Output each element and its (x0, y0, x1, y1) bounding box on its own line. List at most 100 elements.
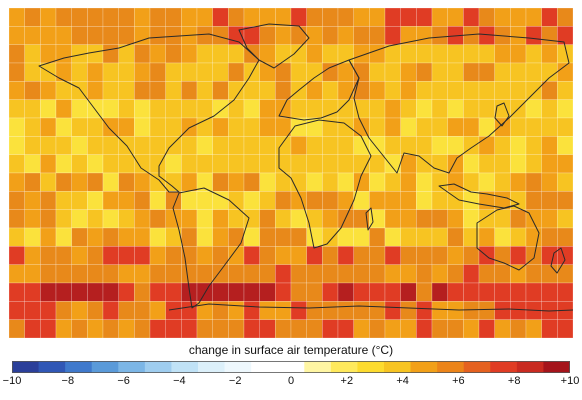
coast-antarctica (168, 303, 573, 312)
grid-cell (228, 227, 245, 247)
grid-cell (9, 117, 25, 137)
colorbar-segment (330, 361, 358, 373)
grid-cell (416, 301, 433, 320)
grid-cell (9, 81, 25, 100)
grid-cell (165, 117, 182, 137)
coast-asia (348, 33, 570, 174)
grid-cell (165, 44, 182, 64)
grid-cell (212, 8, 229, 27)
grid-cell (275, 282, 292, 302)
grid-cell (212, 136, 229, 155)
grid-cell (9, 319, 25, 338)
grid-cell (337, 282, 354, 302)
grid-cell (322, 191, 339, 210)
grid-cell (228, 319, 245, 338)
grid-cell (149, 246, 166, 265)
grid-cell (322, 154, 339, 174)
grid-cell (384, 81, 401, 100)
grid-cell (102, 44, 119, 64)
grid-cell (510, 81, 527, 100)
grid-cell (400, 319, 417, 338)
grid-cell (228, 301, 245, 320)
grid-cell (134, 227, 151, 247)
grid-cell (243, 117, 260, 137)
grid-cell (259, 209, 276, 229)
grid-cell (337, 319, 354, 338)
grid-cell (290, 117, 307, 137)
grid-cell (400, 191, 417, 210)
grid-cell (118, 246, 135, 265)
grid-cell (55, 227, 72, 247)
grid-cell (369, 44, 386, 64)
grid-cell (478, 154, 495, 174)
grid-cell (306, 62, 323, 82)
grid-cell (290, 8, 307, 27)
grid-cell (71, 209, 88, 229)
grid-cell (322, 301, 339, 320)
grid-cell (24, 246, 41, 265)
grid-cell (525, 136, 542, 155)
grid-cell (87, 8, 104, 27)
grid-cell (243, 26, 260, 45)
grid-cell (196, 136, 213, 155)
grid-cell (40, 117, 57, 137)
grid-cell (557, 227, 573, 247)
grid-cell (416, 319, 433, 338)
grid-cell (306, 44, 323, 64)
grid-cell (384, 136, 401, 155)
grid-cell (181, 154, 198, 174)
grid-cell (275, 246, 292, 265)
grid-cell (243, 81, 260, 100)
grid-cell (87, 117, 104, 137)
grid-cell (102, 319, 119, 338)
grid-cell (9, 26, 25, 45)
colorbar-segment (463, 361, 491, 373)
grid-cell (259, 117, 276, 137)
colorbar-tick-label: −2 (228, 375, 242, 387)
grid-cell (494, 209, 511, 229)
grid-cell (24, 319, 41, 338)
grid-cell (87, 191, 104, 210)
grid-cell (463, 301, 480, 320)
grid-cell (525, 282, 542, 302)
grid-cell (369, 227, 386, 247)
grid-cell (134, 136, 151, 155)
grid-cell (306, 319, 323, 338)
grid-cell (181, 136, 198, 155)
grid-cell (118, 62, 135, 82)
grid-cell (384, 44, 401, 64)
grid-cell (165, 172, 182, 192)
grid-cell (118, 117, 135, 137)
grid-cell (431, 191, 448, 210)
grid-cell (212, 209, 229, 229)
grid-cell (196, 62, 213, 82)
grid-cell (243, 191, 260, 210)
grid-cell (431, 117, 448, 137)
grid-cell (196, 227, 213, 247)
grid-cell (118, 154, 135, 174)
grid-cell (400, 282, 417, 302)
grid-cell (290, 209, 307, 229)
grid-cell (149, 209, 166, 229)
grid-cell (259, 26, 276, 45)
grid-cell (369, 319, 386, 338)
grid-cell (228, 209, 245, 229)
grid-cell (353, 246, 370, 265)
grid-cell (478, 44, 495, 64)
grid-cell (290, 62, 307, 82)
grid-cell (478, 136, 495, 155)
grid-cell (557, 282, 573, 302)
grid-cell (40, 26, 57, 45)
grid-cell (478, 209, 495, 229)
grid-cell (212, 227, 229, 247)
grid-cell (87, 282, 104, 302)
grid-cell (369, 117, 386, 137)
grid-cell (275, 209, 292, 229)
grid-cell (55, 81, 72, 100)
grid-cell (9, 246, 25, 265)
grid-cell (510, 319, 527, 338)
grid-cell (306, 154, 323, 174)
grid-cell (337, 246, 354, 265)
grid-cell (322, 26, 339, 45)
grid-cell (181, 44, 198, 64)
